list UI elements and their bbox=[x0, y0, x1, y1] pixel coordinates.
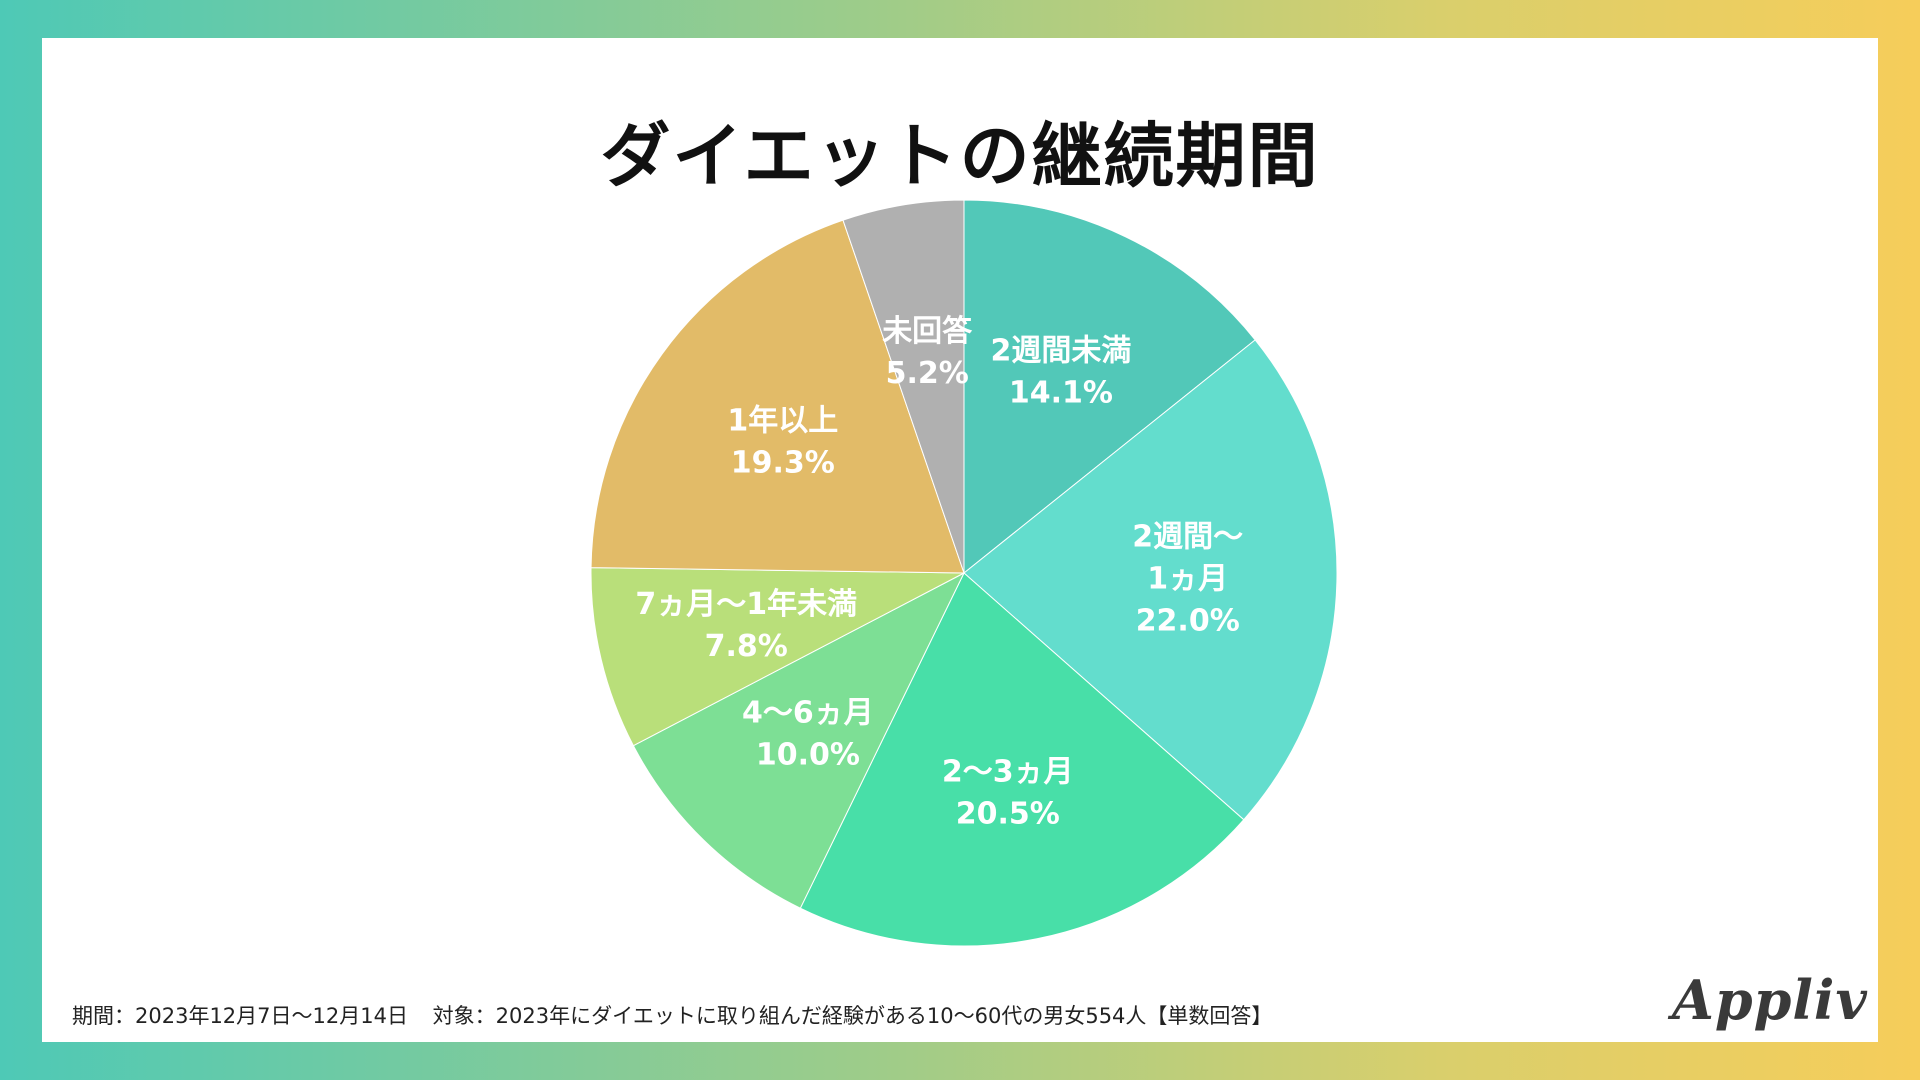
survey-target: 対象：2023年にダイエットに取り組んだ経験がある10〜60代の男女554人【単… bbox=[432, 1004, 1273, 1028]
chart-title: ダイエットの継続期間 bbox=[600, 115, 1320, 197]
slice-name: 1年以上 bbox=[727, 404, 838, 439]
brand-logo: Appliv bbox=[1672, 968, 1868, 1032]
slice-name: 2〜3ヵ月 bbox=[942, 754, 1074, 789]
pie-slice bbox=[799, 572, 1245, 947]
pie-slice bbox=[632, 571, 966, 909]
pie-slice bbox=[963, 199, 1256, 575]
slice-name: 未回答 bbox=[882, 314, 973, 349]
slice-name: 2週間未満 bbox=[990, 333, 1131, 368]
pie-slice bbox=[590, 219, 965, 574]
slice-value: 14.1% bbox=[1009, 375, 1113, 410]
slice-value: 22.0% bbox=[1136, 603, 1240, 638]
pie-slice bbox=[590, 567, 965, 747]
pie-slice bbox=[842, 199, 965, 574]
slice-label: 7ヵ月〜1年未満 7.8% bbox=[635, 587, 857, 664]
slice-value: 7.8% bbox=[705, 629, 788, 664]
slice-value: 20.5% bbox=[956, 796, 1060, 831]
slice-label: 1年以上 19.3% bbox=[727, 404, 838, 481]
slice-name: 1ヵ月 bbox=[1147, 561, 1228, 596]
slice-label: 2週間〜 1ヵ月 22.0% bbox=[1132, 519, 1243, 638]
slice-value: 19.3% bbox=[731, 446, 835, 481]
chart-card: ダイエットの継続期間 2週間未満 14.1% 2週間〜 1ヵ月 22.0% 2〜3ヵ月 20… bbox=[42, 38, 1878, 1042]
slice-value: 5.2% bbox=[886, 356, 969, 391]
pie-slice bbox=[963, 339, 1338, 821]
slice-name: 4〜6ヵ月 bbox=[742, 695, 874, 730]
slice-label: 2〜3ヵ月 20.5% bbox=[942, 754, 1074, 831]
slice-label: 2週間未満 14.1% bbox=[990, 333, 1131, 410]
slice-name: 7ヵ月〜1年未満 bbox=[635, 587, 857, 622]
footnote: 期間：2023年12月7日〜12月14日 対象：2023年にダイエットに取り組ん… bbox=[72, 1000, 1290, 1030]
slice-name: 2週間〜 bbox=[1132, 519, 1243, 554]
slice-label: 4〜6ヵ月 10.0% bbox=[742, 695, 874, 772]
slice-label: 未回答 5.2% bbox=[882, 314, 973, 391]
survey-period: 期間：2023年12月7日〜12月14日 bbox=[72, 1004, 408, 1028]
slice-value: 10.0% bbox=[756, 737, 860, 772]
pie-chart: 2週間未満 14.1% 2週間〜 1ヵ月 22.0% 2〜3ヵ月 20.5% 4〜6ヵ月 10.… bbox=[590, 199, 1338, 947]
